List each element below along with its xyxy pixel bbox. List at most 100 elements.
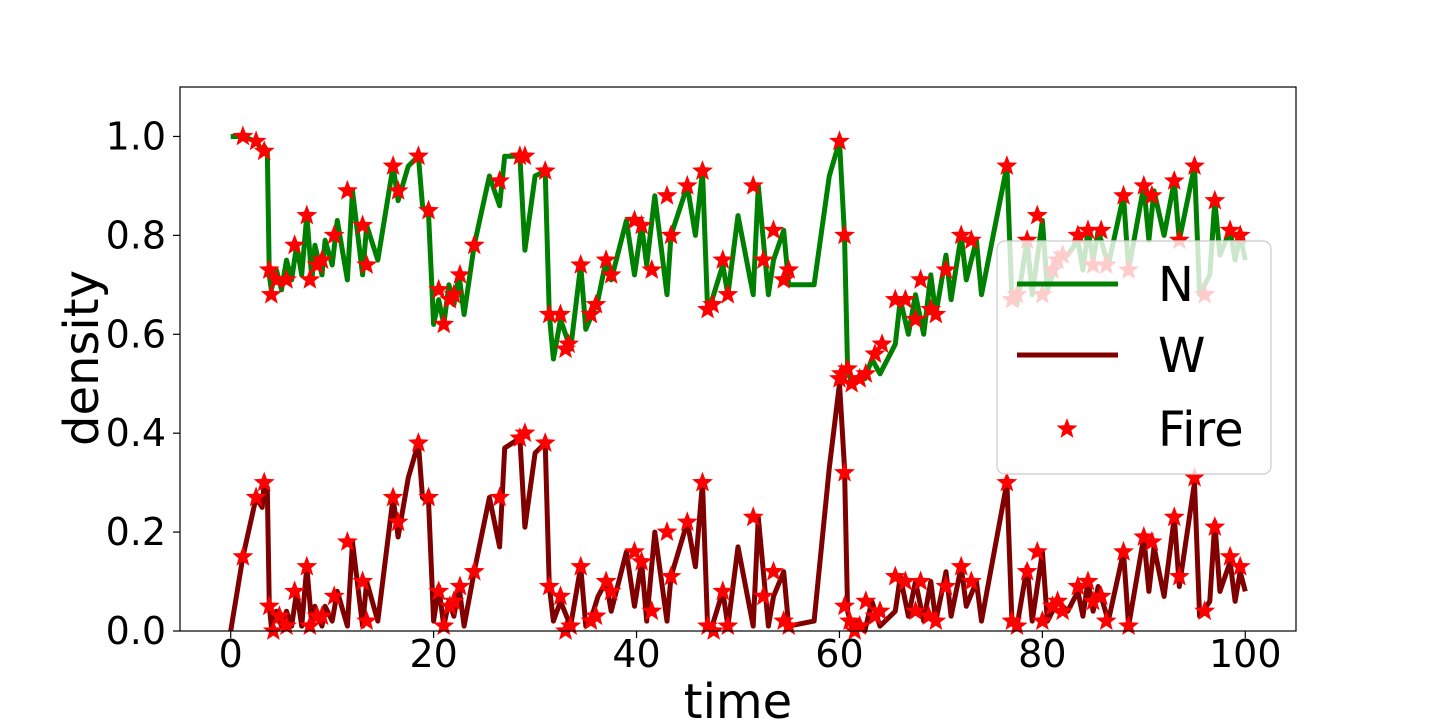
- fire-point: [418, 486, 439, 507]
- plot-area: [228, 125, 1251, 640]
- fire-point: [284, 234, 306, 255]
- fire-point: [869, 600, 891, 621]
- fire-point: [1133, 174, 1155, 195]
- fire-point: [1168, 565, 1190, 586]
- fire-point: [336, 531, 358, 551]
- fire-point: [265, 268, 287, 289]
- fire-point: [855, 362, 877, 383]
- fire-point: [560, 615, 582, 635]
- fire-point: [1031, 610, 1053, 630]
- fire-point: [428, 278, 450, 299]
- fire-point: [1016, 560, 1038, 581]
- legend: NW Fire: [996, 240, 1272, 475]
- fire-point: [258, 259, 280, 279]
- fire-point: [352, 570, 374, 591]
- fire-point: [752, 585, 774, 606]
- fire-point: [631, 550, 653, 571]
- fire-point: [773, 610, 795, 630]
- fire-point: [778, 259, 800, 279]
- fire-point: [382, 486, 404, 507]
- fire-point: [1184, 155, 1205, 175]
- fire-point: [834, 595, 855, 616]
- fire-point: [631, 214, 653, 235]
- fire-point: [1077, 219, 1099, 240]
- x-tick-label: 40: [612, 632, 660, 676]
- y-tick-label: 0.2: [106, 510, 166, 554]
- fire-point: [717, 283, 739, 304]
- fire-point: [352, 214, 374, 235]
- fire-point: [773, 268, 795, 289]
- y-tick-label: 0.6: [106, 312, 166, 356]
- y-axis-label: density: [54, 270, 110, 446]
- fire-point: [763, 219, 784, 240]
- fire-point: [849, 615, 871, 635]
- fire-point: [1141, 184, 1163, 205]
- fire-point: [585, 605, 607, 626]
- fire-point: [299, 615, 321, 635]
- x-tick-label: 100: [1209, 632, 1282, 676]
- fire-point: [558, 333, 579, 354]
- fire-point: [837, 357, 858, 378]
- fire-point: [960, 229, 982, 250]
- fire-point: [550, 303, 571, 324]
- fire-point: [534, 432, 556, 452]
- fire-point: [712, 580, 734, 601]
- fire-point: [269, 605, 290, 626]
- fire-point: [910, 570, 932, 591]
- fire-point: [831, 362, 852, 383]
- fire-point: [296, 555, 318, 576]
- fire-point: [1016, 229, 1038, 250]
- fire-point: [1118, 615, 1140, 635]
- fire-point: [311, 605, 333, 626]
- fire-point: [849, 367, 871, 388]
- fire-point: [1026, 204, 1048, 225]
- fire-point: [463, 234, 485, 255]
- fire-point: [996, 155, 1018, 175]
- fire-point: [262, 620, 284, 640]
- x-tick-label: 0: [219, 632, 243, 676]
- fire-point: [925, 303, 947, 324]
- fire-point: [1090, 585, 1112, 606]
- fire-point: [1001, 610, 1023, 630]
- fire-point: [884, 288, 906, 309]
- fire-point: [232, 545, 254, 566]
- fire-point: [925, 610, 947, 630]
- fire-point: [1163, 170, 1185, 190]
- fire-point: [834, 461, 855, 482]
- fire-point: [960, 570, 982, 591]
- fire-point: [258, 595, 280, 616]
- legend-label-w: W: [1158, 328, 1205, 384]
- y-tick-label: 0.8: [106, 213, 166, 257]
- legend-swatch-fire: [1056, 418, 1078, 438]
- fire-point: [920, 298, 942, 319]
- fire-point: [855, 590, 877, 611]
- fire-point: [433, 313, 455, 334]
- fire-point: [1113, 184, 1134, 205]
- fire-point: [918, 605, 940, 626]
- fire-point: [382, 155, 404, 175]
- fire-point: [443, 283, 465, 304]
- fire-point: [284, 580, 306, 601]
- fire-point: [387, 179, 409, 200]
- fire-point: [656, 184, 678, 205]
- fire-point: [1047, 590, 1068, 611]
- fire-point: [905, 308, 926, 329]
- fire-point: [641, 600, 663, 621]
- fire-point: [1219, 219, 1241, 240]
- fire-point: [1082, 590, 1104, 611]
- plot-frame: [179, 86, 1297, 632]
- legend-box: [996, 240, 1272, 475]
- fire-point: [538, 575, 560, 596]
- fire-point: [841, 372, 863, 393]
- fire-point: [570, 254, 592, 274]
- fire-point: [894, 288, 916, 309]
- fire-point: [585, 293, 607, 314]
- y-tick-label: 1.0: [106, 114, 166, 158]
- fire-point: [443, 590, 465, 611]
- fire-point: [245, 130, 267, 151]
- fire-point: [232, 125, 254, 146]
- fire-point: [387, 511, 409, 532]
- fire-point: [702, 293, 724, 314]
- fire-point: [595, 570, 617, 591]
